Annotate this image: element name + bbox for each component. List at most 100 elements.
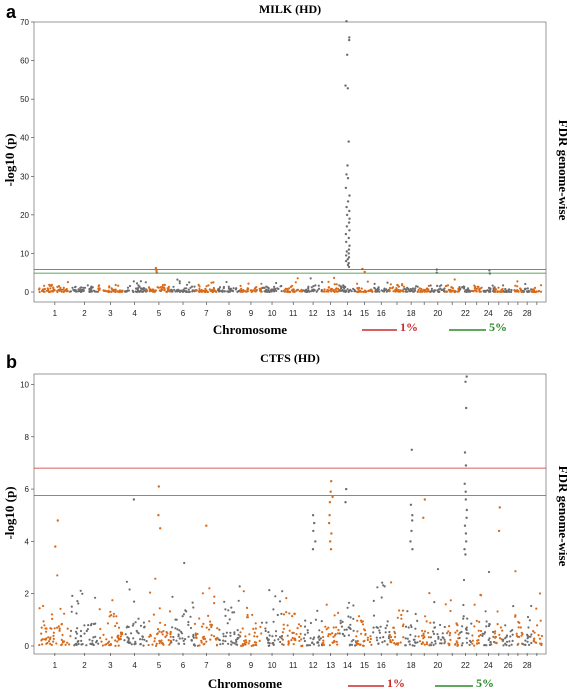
data-point bbox=[150, 288, 153, 291]
data-point bbox=[384, 288, 387, 292]
data-point bbox=[535, 607, 538, 610]
data-point bbox=[224, 608, 227, 611]
data-points bbox=[38, 375, 544, 648]
data-point bbox=[448, 625, 451, 628]
data-point bbox=[538, 592, 542, 595]
data-point bbox=[272, 620, 275, 623]
data-point bbox=[325, 628, 328, 631]
data-point bbox=[539, 284, 543, 287]
data-point bbox=[125, 290, 128, 293]
data-point bbox=[502, 638, 505, 641]
data-point bbox=[502, 284, 505, 287]
x-tick-label: 4 bbox=[132, 309, 137, 318]
data-point bbox=[242, 289, 245, 292]
data-point bbox=[143, 287, 146, 290]
data-point bbox=[91, 643, 94, 646]
data-point bbox=[254, 622, 257, 625]
data-point bbox=[465, 628, 468, 632]
data-point bbox=[139, 643, 142, 646]
x-tick-label: 20 bbox=[433, 309, 442, 318]
data-point bbox=[50, 613, 54, 616]
data-point bbox=[251, 613, 254, 616]
data-point bbox=[185, 283, 189, 286]
data-point bbox=[338, 284, 341, 287]
data-point bbox=[219, 643, 222, 646]
data-point bbox=[372, 614, 376, 617]
data-point bbox=[183, 642, 186, 645]
peak-point bbox=[464, 380, 467, 383]
data-point bbox=[237, 599, 240, 602]
data-point bbox=[286, 288, 289, 292]
data-point bbox=[421, 290, 424, 293]
data-point bbox=[336, 287, 340, 290]
data-point bbox=[83, 624, 86, 627]
data-point bbox=[281, 590, 284, 593]
data-point bbox=[133, 600, 136, 603]
data-point bbox=[356, 619, 359, 622]
data-point bbox=[60, 290, 63, 293]
data-point bbox=[357, 615, 361, 618]
data-point bbox=[43, 624, 46, 627]
data-point bbox=[517, 290, 520, 293]
data-point bbox=[248, 633, 251, 636]
data-point bbox=[540, 290, 543, 293]
peak-point bbox=[411, 548, 414, 551]
data-point bbox=[473, 289, 476, 292]
data-point bbox=[337, 611, 340, 614]
data-point bbox=[253, 635, 256, 638]
data-point bbox=[397, 290, 400, 293]
data-point bbox=[416, 285, 419, 288]
data-point bbox=[209, 289, 212, 293]
data-point bbox=[231, 641, 234, 644]
data-point bbox=[129, 641, 132, 644]
y-axis-ticks: 0 10 20 30 40 50 60 70 bbox=[20, 18, 34, 297]
data-point bbox=[392, 626, 395, 629]
data-point bbox=[108, 285, 111, 288]
data-point bbox=[374, 290, 377, 293]
data-point bbox=[420, 642, 423, 646]
data-point bbox=[276, 613, 279, 617]
y-tick-label: 10 bbox=[20, 249, 29, 258]
data-point bbox=[85, 629, 88, 633]
peak-point bbox=[346, 263, 350, 267]
peak-point bbox=[409, 503, 413, 506]
data-point bbox=[349, 623, 352, 626]
data-point bbox=[478, 620, 481, 623]
data-point bbox=[309, 290, 313, 293]
data-point bbox=[53, 289, 56, 292]
data-point bbox=[433, 289, 436, 292]
data-point bbox=[73, 643, 77, 646]
data-point bbox=[504, 624, 507, 627]
data-point bbox=[152, 613, 155, 616]
data-point bbox=[485, 620, 488, 623]
data-point bbox=[519, 287, 522, 290]
data-point bbox=[166, 290, 169, 293]
data-point bbox=[504, 637, 507, 640]
data-point bbox=[499, 626, 502, 629]
data-point bbox=[79, 634, 82, 638]
data-point bbox=[327, 626, 330, 629]
data-point bbox=[460, 644, 463, 647]
data-point bbox=[381, 581, 384, 584]
data-point bbox=[348, 626, 351, 630]
x-tick-label: 8 bbox=[227, 309, 232, 318]
data-point bbox=[267, 631, 270, 634]
data-point bbox=[395, 288, 398, 291]
data-point bbox=[178, 637, 181, 640]
x-tick-label: 18 bbox=[407, 661, 416, 670]
data-point bbox=[440, 284, 443, 287]
data-point bbox=[111, 599, 114, 602]
data-point bbox=[434, 642, 437, 645]
data-point bbox=[86, 628, 89, 631]
data-point bbox=[124, 633, 127, 636]
peak-point bbox=[465, 516, 468, 519]
data-point bbox=[254, 643, 257, 646]
data-point bbox=[422, 632, 425, 635]
legend-label-1pct: 1% bbox=[400, 320, 418, 334]
x-tick-label: 16 bbox=[377, 661, 386, 670]
peak-point bbox=[347, 248, 351, 251]
data-point bbox=[461, 642, 464, 645]
data-point bbox=[414, 641, 417, 644]
data-point bbox=[158, 642, 161, 645]
data-point bbox=[456, 290, 459, 293]
